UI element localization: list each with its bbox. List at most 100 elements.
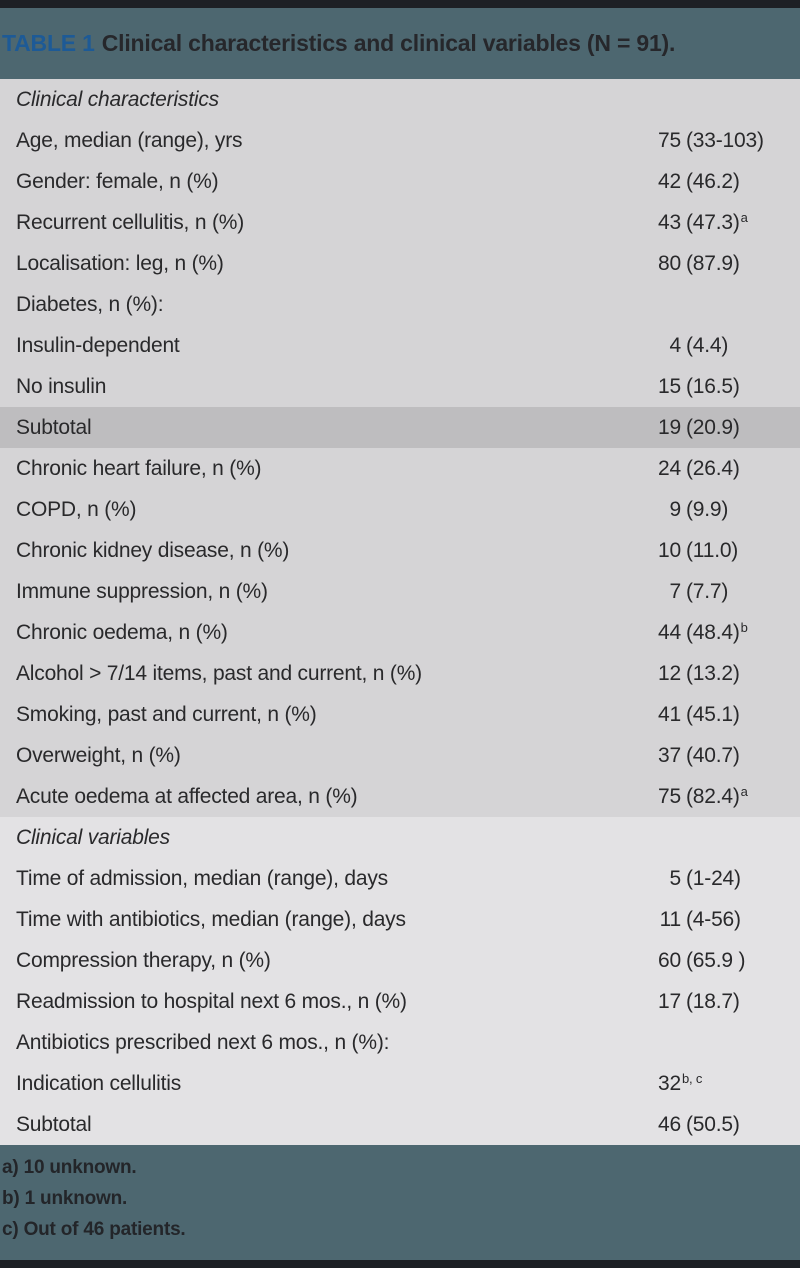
top-border-bar (0, 0, 800, 8)
value-number: 46 (658, 1112, 681, 1136)
value-detail: (48.4) (686, 620, 740, 644)
value-detail: (33-103) (686, 128, 764, 152)
row-label: Diabetes, n (%): (16, 292, 164, 316)
value-detail: (82.4) (686, 784, 740, 808)
value-number: 4 (669, 333, 682, 357)
row-value: 46 (50.5) (657, 1104, 740, 1145)
bottom-border-bar (0, 1260, 800, 1268)
row-value: 75 (33-103) (657, 120, 764, 161)
value-footnote-marker: b, c (682, 1070, 703, 1086)
row-value: 41 (45.1) (657, 694, 740, 735)
table-footnotes: a) 10 unknown. b) 1 unknown. c) Out of 4… (0, 1145, 800, 1260)
row-label: Subtotal (16, 1112, 92, 1136)
value-footnote-marker: a (740, 209, 748, 225)
value-detail: (7.7) (686, 579, 729, 603)
row-label: Indication cellulitis (16, 1071, 182, 1095)
value-detail: (18.7) (686, 989, 740, 1013)
value-number: 60 (658, 948, 681, 972)
table-row: Age, median (range), yrs 75 (33-103) (0, 120, 800, 161)
value-number: 80 (658, 251, 681, 275)
row-label: Overweight, n (%) (16, 743, 181, 767)
value-detail: (50.5) (686, 1112, 740, 1136)
value-number: 43 (658, 210, 681, 234)
row-value: 4 (4.4) (657, 325, 729, 366)
value-number: 15 (658, 374, 681, 398)
value-detail: (40.7) (686, 743, 740, 767)
value-number: 5 (669, 866, 682, 890)
row-value: 80 (87.9) (657, 243, 740, 284)
value-detail: (45.1) (686, 702, 740, 726)
row-value: 15 (16.5) (657, 366, 740, 407)
row-label: Gender: female, n (%) (16, 169, 219, 193)
section-header-label: Clinical characteristics (16, 87, 219, 111)
table-row: Insulin-dependent 4 (4.4) (0, 325, 800, 366)
section-header-label: Clinical variables (16, 825, 170, 849)
row-label: Immune suppression, n (%) (16, 579, 268, 603)
table-row: Indication cellulitis 32b, c (0, 1063, 800, 1104)
value-detail: (13.2) (686, 661, 740, 685)
row-label: Smoking, past and current, n (%) (16, 702, 317, 726)
table-row: No insulin 15 (16.5) (0, 366, 800, 407)
table-section: Clinical variables Time of admission, me… (0, 817, 800, 1145)
row-value: 42 (46.2) (657, 161, 740, 202)
value-detail: (20.9) (686, 415, 740, 439)
row-label: Antibiotics prescribed next 6 mos., n (%… (16, 1030, 390, 1054)
table-row: Smoking, past and current, n (%) 41 (45.1… (0, 694, 800, 735)
value-number: 44 (658, 620, 681, 644)
row-label: Age, median (range), yrs (16, 128, 243, 152)
table-title: Clinical characteristics and clinical va… (101, 30, 676, 56)
value-number: 12 (658, 661, 681, 685)
value-number: 11 (659, 907, 682, 931)
value-footnote-marker: a (740, 783, 748, 799)
row-label: Recurrent cellulitis, n (%) (16, 210, 244, 234)
row-label: Time with antibiotics, median (range), d… (16, 907, 406, 931)
value-detail: (4-56) (686, 907, 741, 931)
row-value: 43 (47.3)a (657, 202, 748, 243)
row-value: 7 (7.7) (657, 571, 729, 612)
row-value: 17 (18.7) (657, 981, 740, 1022)
row-label: Readmission to hospital next 6 mos., n (… (16, 989, 407, 1013)
table-row: Subtotal 46 (50.5) (0, 1104, 800, 1145)
table-row: Antibiotics prescribed next 6 mos., n (%… (0, 1022, 800, 1063)
section-header-row: Clinical characteristics (0, 79, 800, 120)
row-value: 10 (11.0) (657, 530, 738, 571)
row-value: 60 (65.9 ) (657, 940, 745, 981)
value-detail: (26.4) (686, 456, 740, 480)
row-value: 37 (40.7) (657, 735, 740, 776)
footnote-b: b) 1 unknown. (2, 1188, 128, 1209)
table-row: Chronic kidney disease, n (%) 10 (11.0) (0, 530, 800, 571)
row-value: 12 (13.2) (657, 653, 740, 694)
row-value: 24 (26.4) (657, 448, 740, 489)
table-row: Alcohol > 7/14 items, past and current, … (0, 653, 800, 694)
row-value: 9 (9.9) (657, 489, 729, 530)
row-label: Compression therapy, n (%) (16, 948, 271, 972)
row-label: Acute oedema at affected area, n (%) (16, 784, 358, 808)
value-detail: (9.9) (686, 497, 729, 521)
row-value: 5 (1-24) (657, 858, 742, 899)
table-row: Recurrent cellulitis, n (%) 43 (47.3)a (0, 202, 800, 243)
table-row: Subtotal 19 (20.9) (0, 407, 800, 448)
value-detail: (65.9 ) (686, 948, 746, 972)
value-detail: (16.5) (686, 374, 740, 398)
table-section: Clinical characteristics Age, median (ra… (0, 79, 800, 817)
value-number: 10 (658, 538, 681, 562)
row-value: 32b, c (657, 1063, 702, 1104)
row-value: 19 (20.9) (657, 407, 740, 448)
row-value (657, 284, 681, 325)
section-header-row: Clinical variables (0, 817, 800, 858)
value-footnote-marker: b (740, 619, 748, 635)
value-number: 7 (669, 579, 682, 603)
footnote-a: a) 10 unknown. (2, 1157, 137, 1178)
table-row: Gender: female, n (%) 42 (46.2) (0, 161, 800, 202)
value-number: 37 (658, 743, 681, 767)
table-row: Time with antibiotics, median (range), d… (0, 899, 800, 940)
row-label: Subtotal (16, 415, 92, 439)
footnote-c: c) Out of 46 patients. (2, 1219, 186, 1240)
row-value: 44 (48.4)b (657, 612, 748, 653)
value-number: 75 (658, 128, 681, 152)
table-row: Compression therapy, n (%) 60 (65.9 ) (0, 940, 800, 981)
value-number: 75 (658, 784, 681, 808)
value-number: 41 (658, 702, 681, 726)
value-number: 19 (658, 415, 681, 439)
table-row: Acute oedema at affected area, n (%) 75(… (0, 776, 800, 817)
